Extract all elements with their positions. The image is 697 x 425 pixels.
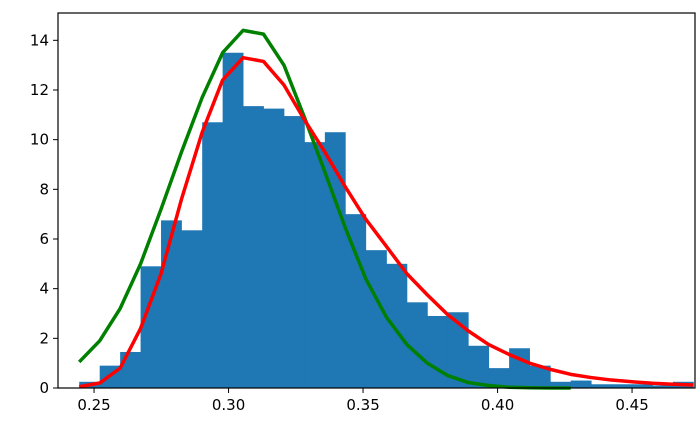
histogram-bar bbox=[283, 116, 305, 388]
histogram-bar bbox=[243, 106, 264, 388]
y-axis: 0 2 4 6 8 10 12 14 bbox=[30, 31, 58, 397]
x-tick-label: 0.35 bbox=[346, 396, 379, 414]
x-tick-label: 0.25 bbox=[77, 396, 110, 414]
y-tick-label: 14 bbox=[30, 31, 49, 49]
histogram-bar bbox=[140, 266, 162, 388]
histogram-bars bbox=[79, 52, 694, 389]
plot-frame bbox=[57, 12, 696, 389]
histogram-bar bbox=[161, 220, 182, 388]
density-curve-2 bbox=[78, 55, 694, 389]
y-tick-label: 4 bbox=[39, 280, 49, 298]
histogram-bar bbox=[611, 384, 633, 388]
histogram-bar bbox=[263, 108, 285, 389]
y-tick-label: 8 bbox=[39, 180, 49, 198]
histogram-bar bbox=[447, 312, 469, 388]
histogram-bar bbox=[652, 385, 674, 388]
y-tick-label: 6 bbox=[39, 230, 49, 248]
histogram-bar bbox=[570, 380, 592, 388]
histogram-bar bbox=[406, 302, 428, 388]
x-tick-label: 0.40 bbox=[481, 396, 514, 414]
histogram-bar bbox=[304, 142, 326, 388]
histogram-bar bbox=[222, 52, 244, 389]
histogram-bar bbox=[529, 365, 551, 388]
y-tick-label: 12 bbox=[30, 81, 49, 99]
density-curves bbox=[77, 28, 694, 390]
histogram-bar bbox=[345, 214, 367, 388]
histogram-bar bbox=[324, 132, 346, 388]
histogram-bar bbox=[632, 384, 653, 388]
histogram-bar bbox=[591, 384, 612, 388]
histogram-bar bbox=[488, 368, 510, 388]
histogram-bar bbox=[120, 351, 141, 388]
histogram-bar bbox=[181, 230, 203, 388]
histogram-bar bbox=[202, 122, 224, 389]
histogram-bar bbox=[468, 345, 490, 388]
x-tick-label: 0.45 bbox=[615, 396, 648, 414]
y-tick-label: 0 bbox=[39, 379, 49, 397]
histogram-bar bbox=[386, 263, 408, 388]
histogram-bar bbox=[550, 381, 572, 388]
x-axis: 0.25 0.30 0.35 0.40 0.45 bbox=[77, 388, 649, 414]
y-tick-label: 2 bbox=[39, 329, 49, 347]
histogram-bar bbox=[427, 315, 449, 388]
histogram-bar bbox=[365, 250, 387, 388]
density-curve-1 bbox=[77, 28, 571, 390]
x-tick-label: 0.30 bbox=[212, 396, 245, 414]
y-tick-label: 10 bbox=[30, 131, 49, 149]
